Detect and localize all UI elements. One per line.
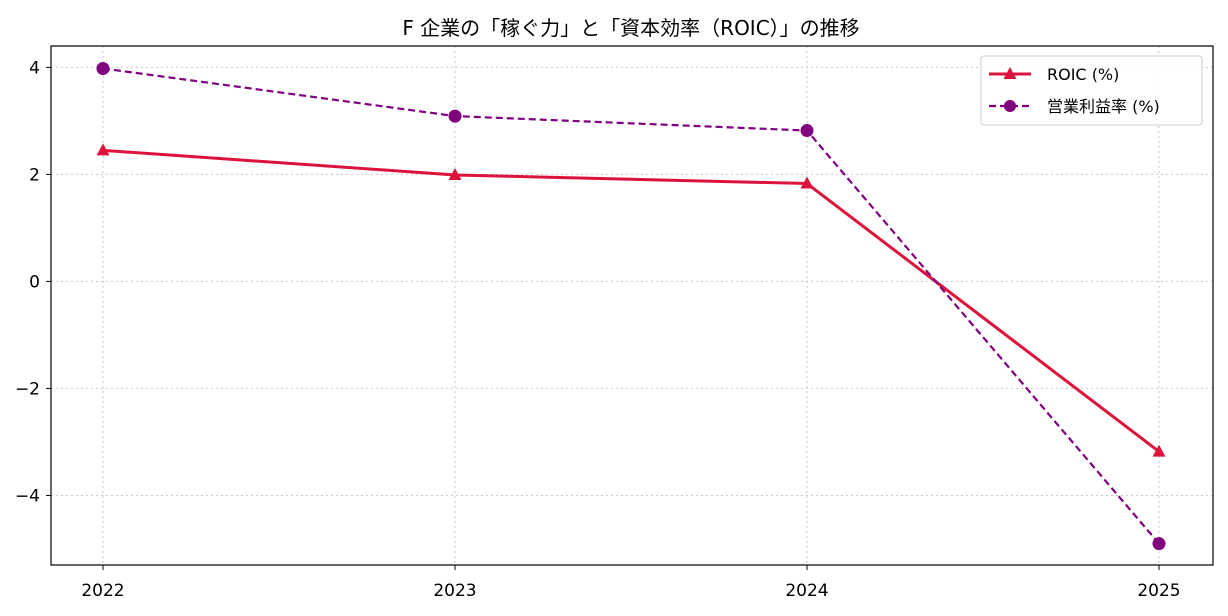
data-point-roic bbox=[1152, 444, 1166, 457]
y-axis: 4 2 0 −2 −4 bbox=[15, 58, 51, 506]
y-tick-label: 2 bbox=[29, 165, 40, 185]
legend: ROIC (%) 営業利益率 (%) bbox=[980, 55, 1203, 126]
legend-marker-operating-margin bbox=[1004, 100, 1016, 112]
series-layer bbox=[96, 61, 1166, 551]
x-tick-label: 2025 bbox=[1137, 581, 1180, 601]
x-tick-label: 2023 bbox=[433, 581, 476, 601]
legend-box bbox=[980, 55, 1203, 126]
data-point-operating-margin bbox=[96, 61, 110, 75]
legend-marker-roic bbox=[1003, 67, 1017, 79]
series-line-roic bbox=[102, 148, 1160, 453]
legend-label-operating-margin: 営業利益率 (%) bbox=[1047, 97, 1160, 116]
data-point-operating-margin bbox=[800, 124, 814, 138]
x-axis: 2022 2023 2024 2025 bbox=[81, 565, 1181, 601]
y-tick-label: −4 bbox=[15, 486, 40, 506]
data-point-operating-margin bbox=[1152, 537, 1166, 551]
y-tick-label: 4 bbox=[29, 58, 40, 78]
y-tick-label: 0 bbox=[29, 272, 40, 292]
legend-label-roic: ROIC (%) bbox=[1047, 65, 1119, 84]
chart-title: F 企業の「稼ぐ力」と「資本効率（ROIC）」の推移 bbox=[402, 16, 859, 40]
data-point-roic bbox=[96, 143, 110, 156]
data-point-roic bbox=[800, 176, 814, 189]
x-tick-label: 2022 bbox=[81, 581, 124, 601]
y-tick-label: −2 bbox=[15, 379, 40, 399]
data-point-roic bbox=[448, 167, 462, 180]
x-tick-label: 2024 bbox=[785, 581, 828, 601]
series-line-operating-margin bbox=[102, 67, 1160, 545]
data-point-operating-margin bbox=[448, 109, 462, 123]
plot-area-frame bbox=[50, 45, 1214, 566]
